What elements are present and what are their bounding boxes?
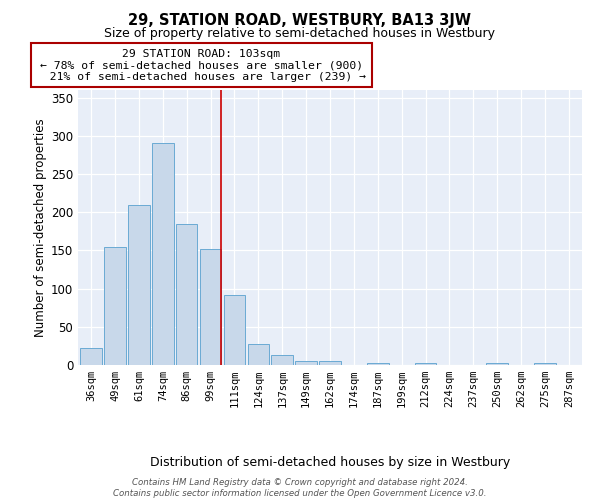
Bar — [271, 355, 293, 365]
Bar — [176, 224, 197, 365]
Bar — [128, 204, 149, 365]
Bar — [248, 344, 269, 365]
Text: 29, STATION ROAD, WESTBURY, BA13 3JW: 29, STATION ROAD, WESTBURY, BA13 3JW — [128, 12, 472, 28]
Y-axis label: Number of semi-detached properties: Number of semi-detached properties — [34, 118, 47, 337]
Bar — [534, 362, 556, 365]
Bar — [224, 294, 245, 365]
Bar — [487, 364, 508, 365]
Bar — [80, 348, 102, 365]
Bar — [319, 361, 341, 365]
Text: Size of property relative to semi-detached houses in Westbury: Size of property relative to semi-detach… — [104, 28, 496, 40]
Bar — [295, 361, 317, 365]
Bar — [367, 362, 389, 365]
X-axis label: Distribution of semi-detached houses by size in Westbury: Distribution of semi-detached houses by … — [150, 456, 510, 469]
Bar — [200, 249, 221, 365]
Text: 29 STATION ROAD: 103sqm
← 78% of semi-detached houses are smaller (900)
  21% of: 29 STATION ROAD: 103sqm ← 78% of semi-de… — [37, 48, 367, 82]
Bar — [104, 246, 126, 365]
Bar — [415, 362, 436, 365]
Text: Contains HM Land Registry data © Crown copyright and database right 2024.
Contai: Contains HM Land Registry data © Crown c… — [113, 478, 487, 498]
Bar — [152, 144, 173, 365]
